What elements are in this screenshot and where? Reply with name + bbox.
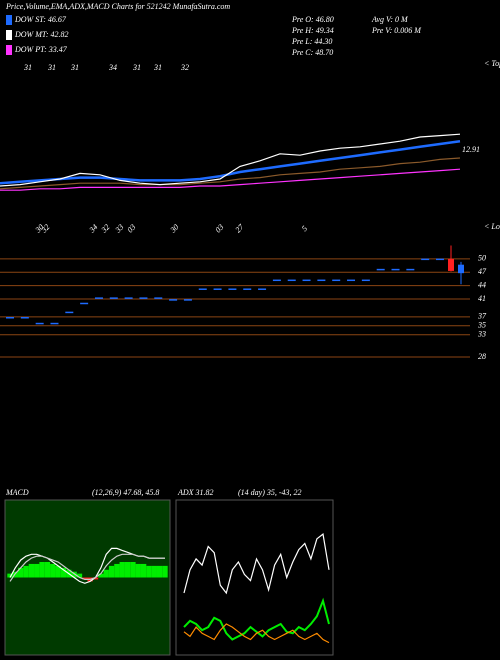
histogram-bar — [162, 565, 168, 578]
histogram-bar — [7, 573, 13, 578]
panel-bg — [175, 499, 334, 656]
histogram-bar — [18, 567, 24, 578]
panel-subtitle: (14 day) 35, -43, 22 — [238, 488, 302, 497]
histogram-bar — [156, 565, 163, 578]
y-tick-label: 37 — [477, 312, 487, 321]
histogram-bar — [103, 569, 109, 578]
histogram-bar — [98, 573, 104, 578]
histogram-bar — [140, 563, 147, 578]
y-tick-label: 33 — [477, 330, 486, 339]
y-tick-label: 28 — [478, 352, 486, 361]
y-tick-label: 50 — [478, 254, 486, 263]
histogram-bar — [114, 563, 120, 578]
y-tick-label: 47 — [478, 267, 487, 276]
date-label: 31 — [23, 63, 32, 72]
histogram-bar — [146, 565, 152, 578]
series-line — [0, 139, 461, 185]
panel-title: MACD — [5, 488, 29, 497]
page-title: Price,Volume,EMA,ADX,MACD Charts for 521… — [5, 2, 230, 11]
series-line — [9, 553, 165, 582]
annotation: 12.91 — [462, 145, 480, 154]
histogram-bar — [82, 577, 88, 580]
histogram-bar — [124, 562, 131, 578]
series-line — [183, 623, 330, 644]
y-tick-label: 44 — [478, 280, 486, 289]
histogram-bar — [92, 577, 99, 580]
legend-swatch — [6, 15, 12, 25]
histogram-bar — [135, 563, 141, 578]
stat: Avg V: 0 M — [371, 15, 409, 24]
histogram-bar — [130, 562, 136, 578]
histogram-bar — [44, 562, 51, 578]
stat: Pre O: 46.80 — [291, 15, 334, 24]
stat: Pre V: 0.006 M — [371, 26, 422, 35]
legend-swatch — [6, 30, 12, 40]
date-label: 34 — [108, 63, 117, 72]
date-label: 31 — [132, 63, 141, 72]
legend-label: DOW PT: 33.47 — [14, 45, 68, 54]
stat: Pre C: 48.70 — [291, 48, 333, 57]
series-line — [183, 597, 330, 641]
legend-label: DOW ST: 46.67 — [14, 15, 67, 24]
panel-label: < Lows — [484, 222, 500, 231]
panel-title: ADX 31.82 — [177, 488, 214, 497]
histogram-bar — [76, 573, 83, 578]
candle-body — [448, 258, 454, 271]
series-line — [0, 133, 461, 187]
histogram-bar — [28, 563, 35, 578]
panel-subtitle: (12,26,9) 47.68, 45.8 — [92, 488, 159, 497]
stat: Pre L: 44.30 — [291, 37, 332, 46]
series-line — [0, 168, 461, 191]
histogram-bar — [34, 563, 40, 578]
stat: Pre H: 49.34 — [291, 26, 334, 35]
histogram-bar — [71, 571, 77, 578]
histogram-bar — [108, 565, 115, 578]
histogram-bar — [119, 562, 125, 578]
histogram-bar — [39, 562, 45, 578]
date-label: 31 — [70, 63, 79, 72]
histogram-bar — [55, 565, 61, 578]
series-line — [0, 157, 461, 190]
date-label: 32 — [180, 63, 189, 72]
histogram-bar — [23, 565, 29, 578]
candle-body — [458, 264, 464, 274]
panel-label: < Tops — [484, 59, 500, 68]
date-label: 5 — [300, 224, 309, 233]
series-line — [183, 533, 330, 595]
legend-swatch — [6, 45, 12, 55]
histogram-bar — [60, 567, 67, 578]
histogram-bar — [50, 563, 56, 578]
histogram-bar — [151, 565, 157, 578]
date-label: 31 — [47, 63, 56, 72]
legend-label: DOW MT: 42.82 — [14, 30, 69, 39]
y-tick-label: 35 — [477, 321, 486, 330]
date-label: 31 — [153, 63, 162, 72]
y-tick-label: 41 — [478, 294, 486, 303]
